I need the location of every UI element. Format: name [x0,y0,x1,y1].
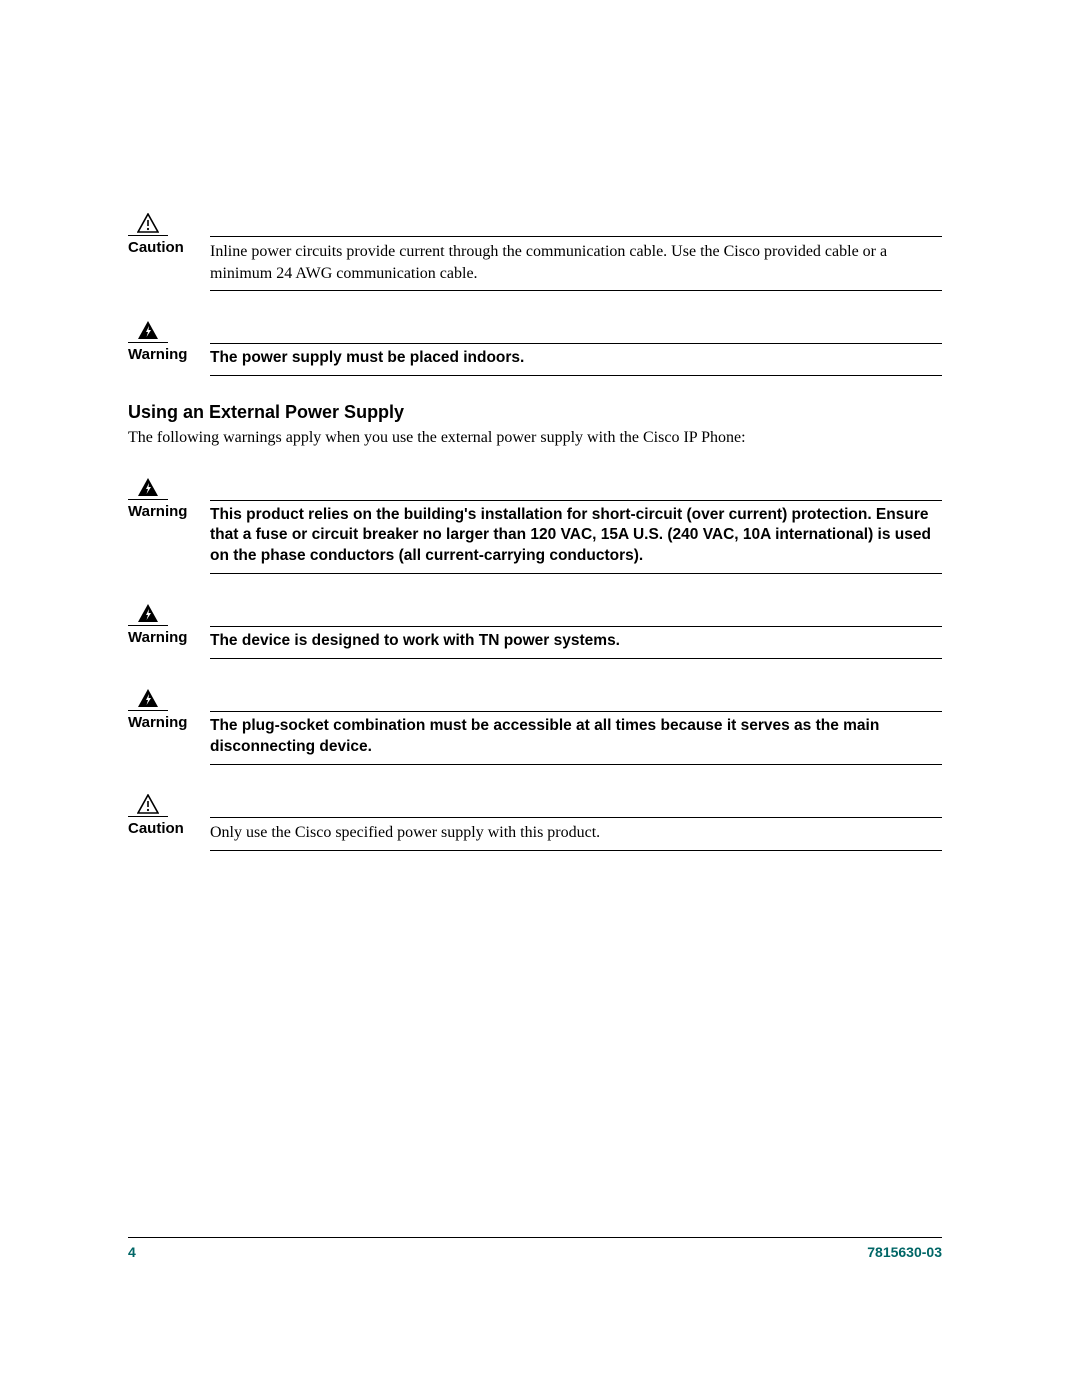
warning-icon [128,474,168,500]
notice-text: Only use the Cisco specified power suppl… [210,822,942,844]
notice-label: Warning [128,346,187,364]
notice-text: The plug-socket combination must be acce… [210,716,942,758]
rule [210,817,942,818]
rule [210,375,942,376]
notice-warning-4: Warning The plug-socket combination must… [128,685,942,765]
notice-warning-2: Warning This product relies on the build… [128,474,942,575]
notice-label: Caution [128,239,184,257]
rule [210,850,942,851]
rule [210,658,942,659]
notice-body-col: The power supply must be placed indoors. [210,317,942,376]
page-number: 4 [128,1244,136,1260]
page-footer: 4 7815630-03 [128,1237,942,1260]
rule [210,236,942,237]
notice-text: Inline power circuits provide current th… [210,241,942,284]
notice-label: Warning [128,503,187,521]
notice-body-col: This product relies on the building's in… [210,474,942,575]
notice-text: This product relies on the building's in… [210,505,942,568]
doc-number: 7815630-03 [867,1244,942,1260]
notice-caution-2: Caution Only use the Cisco specified pow… [128,791,942,851]
notice-body-col: The plug-socket combination must be acce… [210,685,942,765]
notice-text: The device is designed to work with TN p… [210,631,942,652]
rule [210,711,942,712]
notice-label-col: Warning [128,685,210,732]
notice-body-col: Inline power circuits provide current th… [210,210,942,291]
rule [210,500,942,501]
notice-body-col: The device is designed to work with TN p… [210,600,942,659]
caution-icon [128,210,168,236]
notice-label-col: Warning [128,474,210,521]
section-intro: The following warnings apply when you us… [128,427,942,449]
notice-label: Warning [128,629,187,647]
notice-label: Warning [128,714,187,732]
section-heading: Using an External Power Supply [128,402,942,423]
rule [210,573,942,574]
notice-label-col: Warning [128,317,210,364]
notice-caution-1: Caution Inline power circuits provide cu… [128,210,942,291]
warning-icon [128,685,168,711]
notice-label: Caution [128,820,184,838]
caution-icon [128,791,168,817]
rule [210,764,942,765]
rule [210,626,942,627]
rule [210,343,942,344]
warning-icon [128,600,168,626]
notice-warning-3: Warning The device is designed to work w… [128,600,942,659]
rule [210,290,942,291]
page-content: Caution Inline power circuits provide cu… [128,210,942,877]
notice-label-col: Caution [128,210,210,257]
notice-warning-1: Warning The power supply must be placed … [128,317,942,376]
warning-icon [128,317,168,343]
notice-body-col: Only use the Cisco specified power suppl… [210,791,942,851]
notice-text: The power supply must be placed indoors. [210,348,942,369]
notice-label-col: Warning [128,600,210,647]
notice-label-col: Caution [128,791,210,838]
